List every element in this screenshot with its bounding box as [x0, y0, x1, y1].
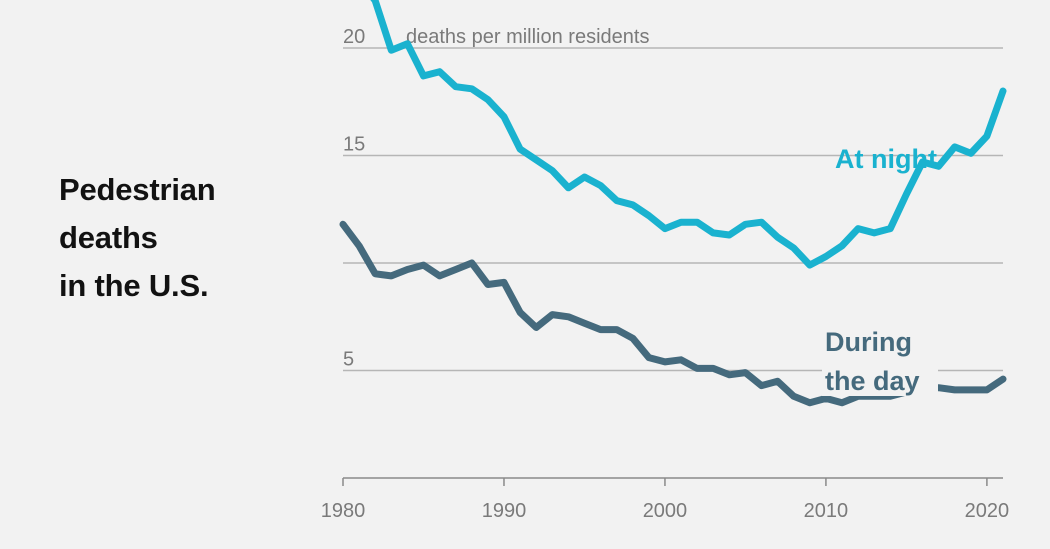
series-label-at-night: At night — [835, 144, 937, 174]
x-tick-label: 1980 — [321, 500, 366, 522]
y-axis-unit-label: deaths per million residents — [406, 26, 649, 48]
label-background — [822, 362, 938, 396]
x-axis: 1980 1990 2000 2010 2020 — [321, 477, 1010, 522]
x-tick-label: 2020 — [965, 500, 1010, 522]
series-line-at-night — [370, 0, 1007, 269]
series-label-during-the-day: the day — [825, 366, 920, 396]
y-tick-label: 20 — [343, 26, 365, 48]
gridlines: 5 15 20 deaths per million residents — [343, 26, 1003, 372]
x-tick-label: 2010 — [804, 500, 849, 522]
x-tick-label: 2000 — [643, 500, 688, 522]
y-tick-label: 15 — [343, 134, 365, 156]
series-label-during-the-day: During — [825, 327, 912, 357]
chart-title: Pedestrian deaths in the U.S. — [59, 172, 216, 303]
series-labels: At night During the day — [822, 144, 938, 396]
x-tick-label: 1990 — [482, 500, 527, 522]
y-tick-label: 5 — [343, 349, 354, 371]
